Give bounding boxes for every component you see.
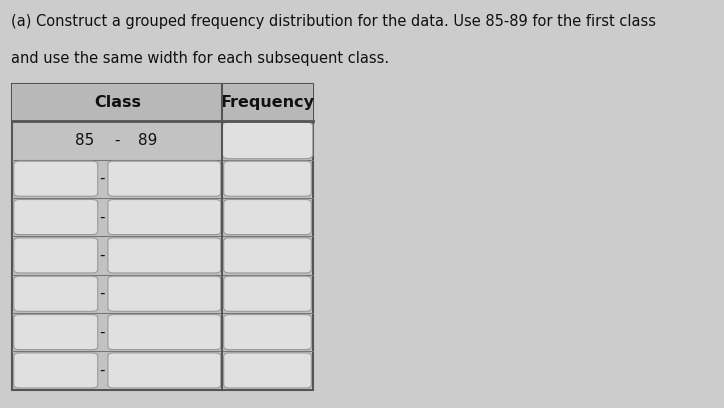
FancyBboxPatch shape xyxy=(14,315,98,350)
FancyBboxPatch shape xyxy=(108,161,221,196)
Text: -: - xyxy=(99,325,105,339)
Bar xyxy=(12,84,313,121)
FancyBboxPatch shape xyxy=(14,276,98,311)
Text: 89: 89 xyxy=(138,133,158,148)
Text: 110: 110 xyxy=(41,325,70,339)
FancyBboxPatch shape xyxy=(108,238,221,273)
Text: 2: 2 xyxy=(238,133,248,148)
FancyBboxPatch shape xyxy=(224,315,311,350)
FancyBboxPatch shape xyxy=(14,353,98,388)
Text: 90: 90 xyxy=(46,171,65,186)
Text: 94: 94 xyxy=(149,171,169,186)
Text: 115: 115 xyxy=(41,363,70,378)
Text: 99: 99 xyxy=(149,210,169,224)
FancyBboxPatch shape xyxy=(14,161,98,196)
FancyBboxPatch shape xyxy=(222,122,313,159)
Text: 119: 119 xyxy=(149,363,178,378)
FancyBboxPatch shape xyxy=(108,276,221,311)
Text: 95: 95 xyxy=(46,210,65,224)
Text: -: - xyxy=(99,171,105,186)
FancyBboxPatch shape xyxy=(14,200,98,235)
FancyBboxPatch shape xyxy=(224,200,311,235)
FancyBboxPatch shape xyxy=(224,353,311,388)
FancyBboxPatch shape xyxy=(224,276,311,311)
Text: (a) Construct a grouped frequency distribution for the data. Use 85-89 for the f: (a) Construct a grouped frequency distri… xyxy=(11,14,656,29)
Text: -: - xyxy=(99,210,105,224)
Text: 105: 105 xyxy=(41,286,70,301)
Text: and use the same width for each subsequent class.: and use the same width for each subseque… xyxy=(11,51,389,66)
Text: -: - xyxy=(99,363,105,378)
Text: -: - xyxy=(114,133,120,148)
Text: 85: 85 xyxy=(75,133,95,148)
FancyBboxPatch shape xyxy=(224,161,311,196)
Text: 109: 109 xyxy=(149,286,178,301)
FancyBboxPatch shape xyxy=(224,238,311,273)
FancyBboxPatch shape xyxy=(108,200,221,235)
FancyBboxPatch shape xyxy=(14,238,98,273)
FancyBboxPatch shape xyxy=(108,315,221,350)
Text: 100: 100 xyxy=(41,248,70,263)
Text: 114: 114 xyxy=(149,325,178,339)
FancyBboxPatch shape xyxy=(108,353,221,388)
Text: Class: Class xyxy=(94,95,140,110)
Text: Frequency: Frequency xyxy=(221,95,314,110)
Text: -: - xyxy=(99,248,105,263)
Text: -: - xyxy=(99,286,105,301)
Text: 104: 104 xyxy=(149,248,178,263)
